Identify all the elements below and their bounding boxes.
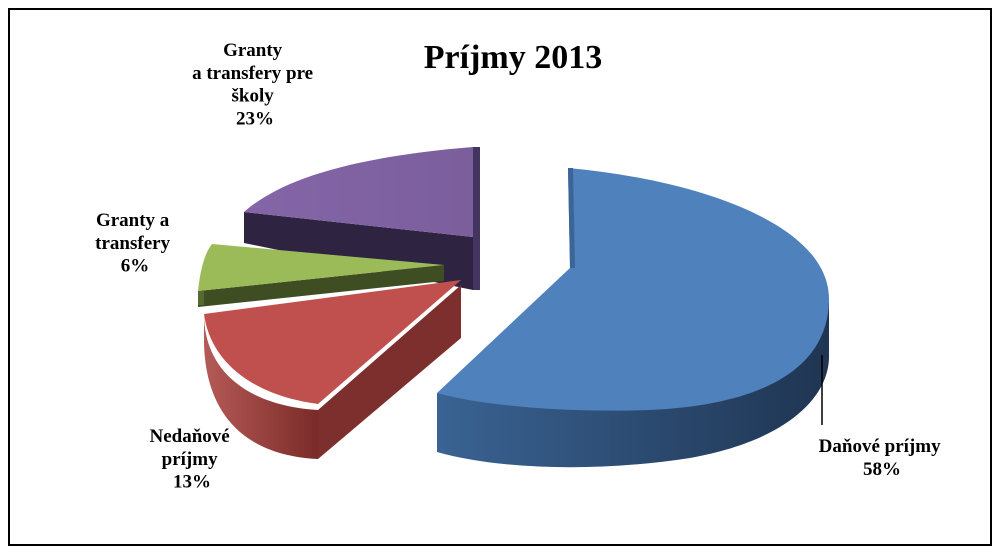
value-label-danove: 58% xyxy=(863,459,901,480)
name-label-danove: Daňové príjmy xyxy=(819,436,941,457)
value-label-granty-transfery: 6% xyxy=(121,256,150,277)
slice-label-granty-skoly: Granty a transfery pre školy 23% xyxy=(192,40,318,129)
value-label-granty-skoly: 23% xyxy=(236,108,274,129)
pie-slice-danove xyxy=(437,168,830,468)
pie-slice-nedanove xyxy=(204,280,461,459)
pie-slice-granty-transfery xyxy=(198,244,444,307)
chart-title: Príjmy 2013 xyxy=(424,39,602,76)
slice-label-danove: Daňové príjmy 58% xyxy=(819,436,946,480)
value-label-nedanove: 13% xyxy=(173,472,211,493)
slice-label-nedanove: Nedaňové príjmy 13% xyxy=(150,426,235,493)
slice-label-granty-transfery: Granty a transfery 6% xyxy=(95,210,175,277)
